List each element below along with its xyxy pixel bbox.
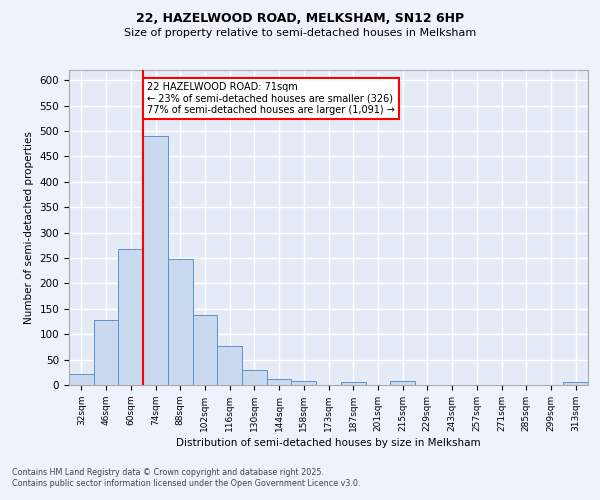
Bar xyxy=(341,382,365,385)
Bar xyxy=(292,382,316,385)
Bar xyxy=(143,136,168,385)
Y-axis label: Number of semi-detached properties: Number of semi-detached properties xyxy=(24,131,34,324)
Bar xyxy=(390,382,415,385)
Text: Size of property relative to semi-detached houses in Melksham: Size of property relative to semi-detach… xyxy=(124,28,476,38)
Bar xyxy=(118,250,143,385)
Bar xyxy=(94,320,118,385)
Bar xyxy=(69,374,94,385)
Bar xyxy=(563,382,588,385)
Bar xyxy=(217,346,242,385)
Bar xyxy=(193,315,217,385)
Bar xyxy=(168,259,193,385)
X-axis label: Distribution of semi-detached houses by size in Melksham: Distribution of semi-detached houses by … xyxy=(176,438,481,448)
Text: 22 HAZELWOOD ROAD: 71sqm
← 23% of semi-detached houses are smaller (326)
77% of : 22 HAZELWOOD ROAD: 71sqm ← 23% of semi-d… xyxy=(147,82,395,115)
Bar xyxy=(267,380,292,385)
Bar xyxy=(242,370,267,385)
Text: 22, HAZELWOOD ROAD, MELKSHAM, SN12 6HP: 22, HAZELWOOD ROAD, MELKSHAM, SN12 6HP xyxy=(136,12,464,26)
Text: Contains HM Land Registry data © Crown copyright and database right 2025.
Contai: Contains HM Land Registry data © Crown c… xyxy=(12,468,361,487)
